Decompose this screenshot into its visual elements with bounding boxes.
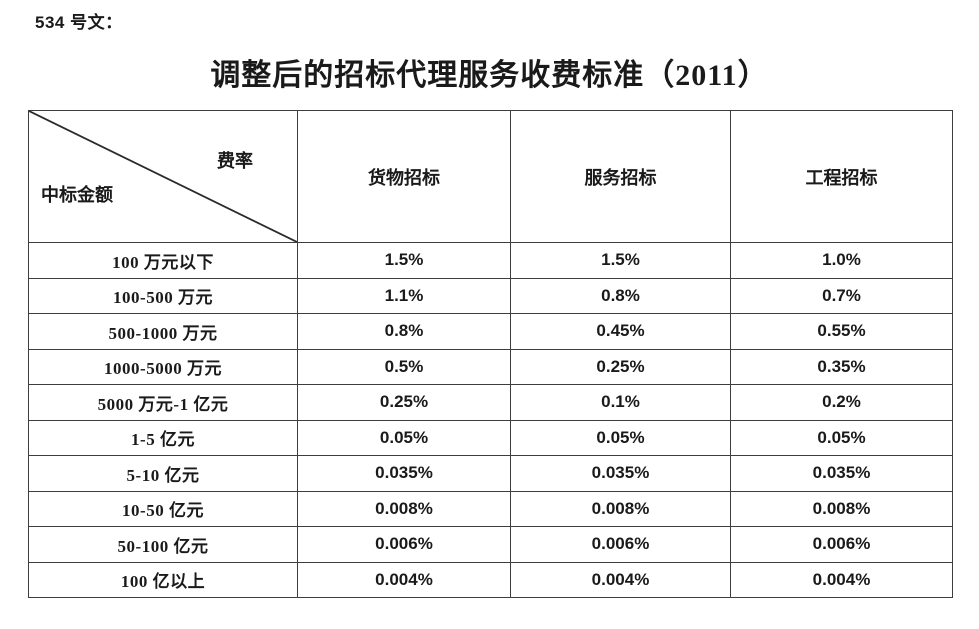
page-title: 调整后的招标代理服务收费标准（2011）: [210, 59, 769, 92]
table-body: 100 万元以下 1.5% 1.5% 1.0% 100-500 万元 1.1% 0.8% 0.…: [28, 242, 953, 598]
rate-value-cell: 1.0%: [730, 242, 953, 279]
row-label-bid-amount-range: 100 亿以上: [28, 561, 298, 598]
table-row: 50-100 亿元 0.006% 0.006% 0.006%: [28, 526, 953, 563]
rate-value-cell: 0.1%: [510, 384, 731, 421]
rate-value-cell: 0.008%: [297, 490, 511, 527]
corner-label-rate: 费率: [217, 151, 253, 171]
table-row: 500-1000 万元 0.8% 0.45% 0.55%: [28, 313, 953, 350]
row-label-bid-amount-range: 5000 万元-1 亿元: [28, 384, 298, 421]
column-header-goods-bidding: 货物招标: [297, 110, 511, 243]
rate-value-cell: 0.035%: [510, 455, 731, 492]
rate-value-cell: 0.004%: [297, 561, 511, 598]
rate-value-cell: 0.8%: [510, 277, 731, 314]
rate-value-cell: 0.05%: [510, 419, 731, 456]
table-row: 5000 万元-1 亿元 0.25% 0.1% 0.2%: [28, 384, 953, 421]
row-label-bid-amount-range: 50-100 亿元: [28, 526, 298, 563]
table-row: 1000-5000 万元 0.5% 0.25% 0.35%: [28, 348, 953, 385]
corner-label-bid-amount: 中标金额: [41, 185, 113, 205]
rate-value-cell: 0.8%: [297, 313, 511, 350]
header-row: 费率 中标金额 货物招标 服务招标 工程招标: [28, 110, 953, 243]
rate-value-cell: 0.004%: [510, 561, 731, 598]
rate-value-cell: 0.004%: [730, 561, 953, 598]
table-row: 100 亿以上 0.004% 0.004% 0.004%: [28, 561, 953, 598]
fee-rate-table: 费率 中标金额 货物招标 服务招标 工程招标 100 万元以下 1.5% 1.5% 1…: [28, 110, 953, 598]
doc-number-label: 534 号文：: [35, 13, 123, 32]
rate-value-cell: 0.008%: [730, 490, 953, 527]
rate-value-cell: 1.5%: [510, 242, 731, 279]
table-row: 100 万元以下 1.5% 1.5% 1.0%: [28, 242, 953, 279]
rate-value-cell: 0.05%: [297, 419, 511, 456]
row-label-bid-amount-range: 100-500 万元: [28, 277, 298, 314]
rate-value-cell: 0.55%: [730, 313, 953, 350]
row-label-bid-amount-range: 1-5 亿元: [28, 419, 298, 456]
rate-value-cell: 1.1%: [297, 277, 511, 314]
rate-value-cell: 0.35%: [730, 348, 953, 385]
rate-value-cell: 0.035%: [297, 455, 511, 492]
rate-value-cell: 0.035%: [730, 455, 953, 492]
rate-value-cell: 0.006%: [510, 526, 731, 563]
rate-value-cell: 1.5%: [297, 242, 511, 279]
rate-value-cell: 0.45%: [510, 313, 731, 350]
rate-value-cell: 0.5%: [297, 348, 511, 385]
rate-value-cell: 0.7%: [730, 277, 953, 314]
row-label-bid-amount-range: 500-1000 万元: [28, 313, 298, 350]
row-label-bid-amount-range: 100 万元以下: [28, 242, 298, 279]
column-header-service-bidding: 服务招标: [510, 110, 731, 243]
table-row: 5-10 亿元 0.035% 0.035% 0.035%: [28, 455, 953, 492]
row-label-bid-amount-range: 1000-5000 万元: [28, 348, 298, 385]
row-label-bid-amount-range: 10-50 亿元: [28, 490, 298, 527]
rate-value-cell: 0.05%: [730, 419, 953, 456]
column-header-engineering-bidding: 工程招标: [730, 110, 953, 243]
table-row: 10-50 亿元 0.008% 0.008% 0.008%: [28, 490, 953, 527]
rate-value-cell: 0.2%: [730, 384, 953, 421]
rate-value-cell: 0.008%: [510, 490, 731, 527]
row-label-bid-amount-range: 5-10 亿元: [28, 455, 298, 492]
rate-value-cell: 0.25%: [510, 348, 731, 385]
rate-value-cell: 0.006%: [730, 526, 953, 563]
table-row: 1-5 亿元 0.05% 0.05% 0.05%: [28, 419, 953, 456]
rate-value-cell: 0.006%: [297, 526, 511, 563]
rate-value-cell: 0.25%: [297, 384, 511, 421]
table-row: 100-500 万元 1.1% 0.8% 0.7%: [28, 277, 953, 314]
diagonal-divider-line: [29, 111, 297, 242]
corner-header-cell: 费率 中标金额: [28, 110, 298, 243]
